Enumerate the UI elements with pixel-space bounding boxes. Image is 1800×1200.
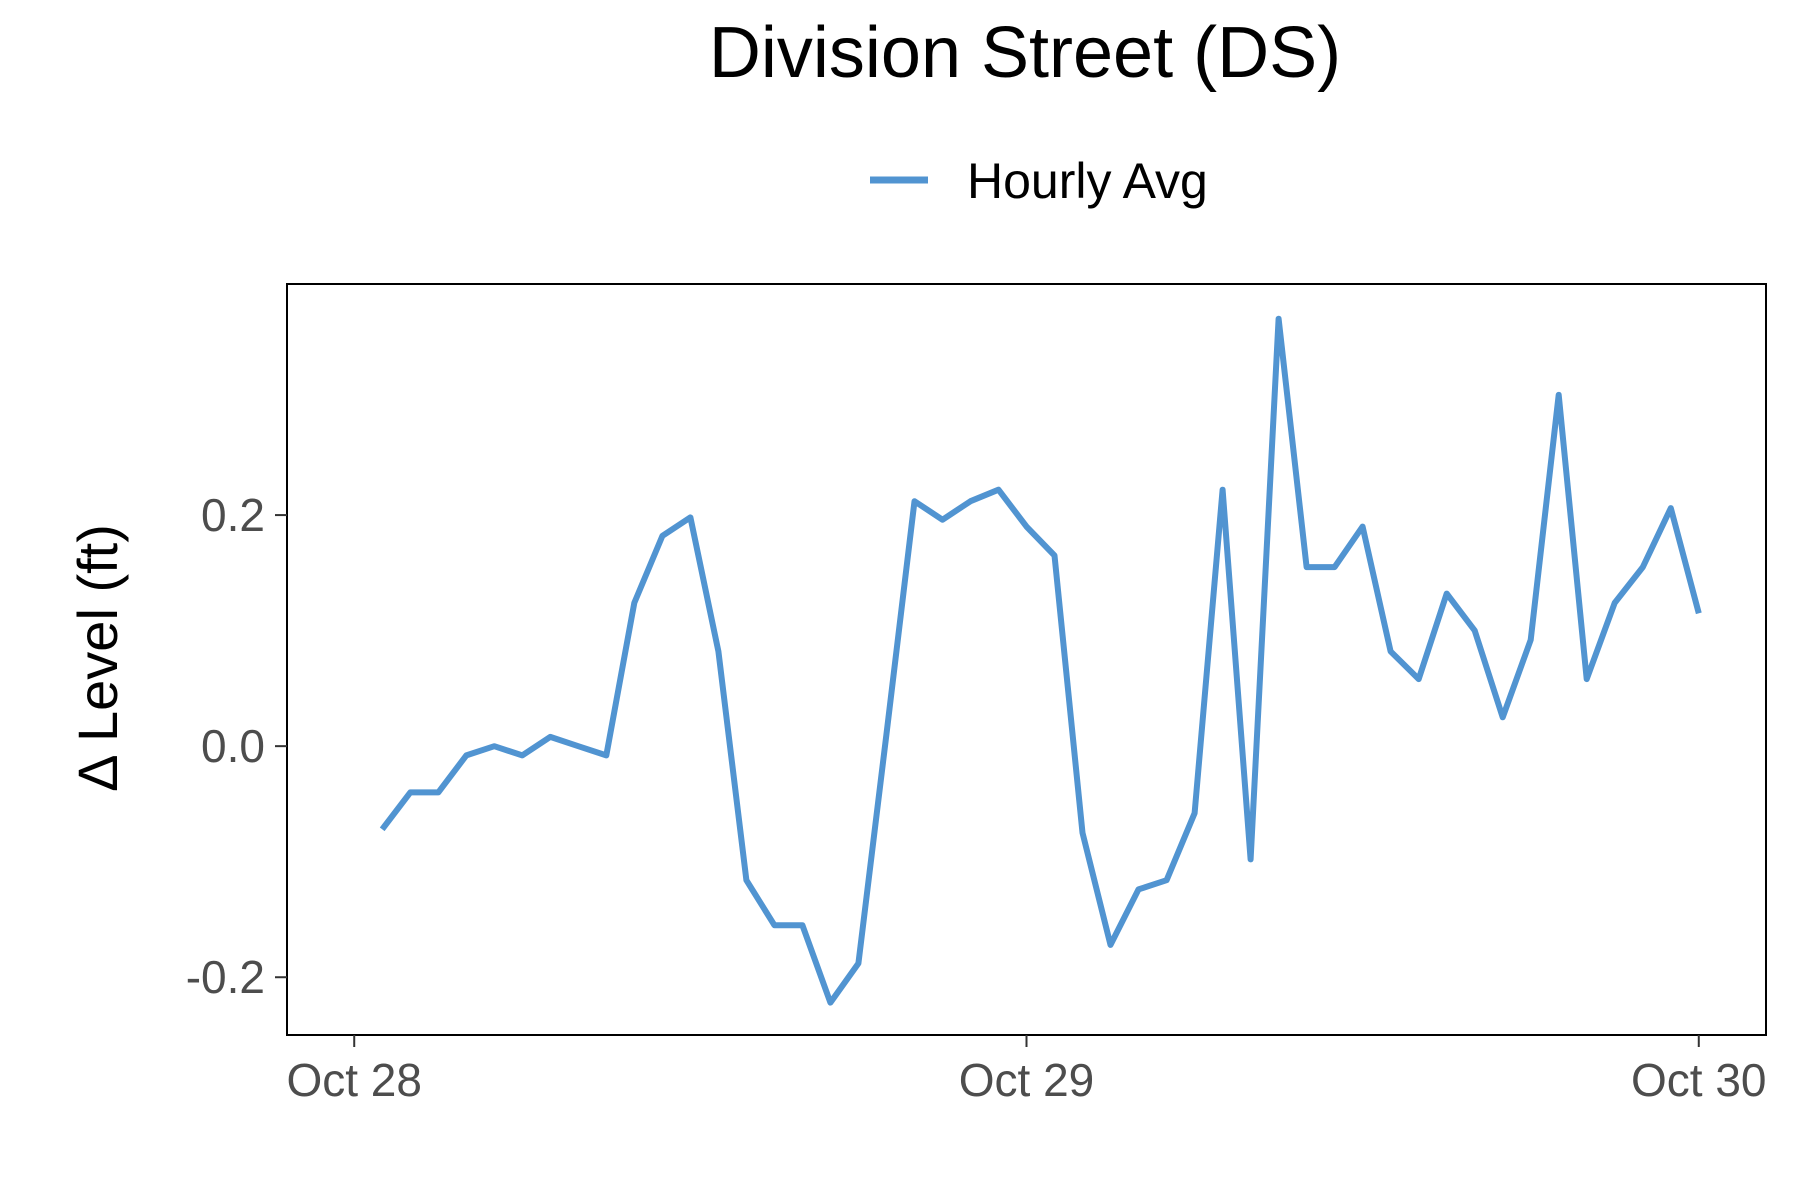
plot-panel bbox=[286, 283, 1767, 1036]
chart-title: Division Street (DS) bbox=[709, 13, 1341, 93]
x-tick-label: Oct 30 bbox=[1631, 1054, 1767, 1106]
y-axis-label: Δ Level (ft) bbox=[66, 524, 129, 792]
x-tick-label: Oct 28 bbox=[286, 1054, 422, 1106]
series-layer bbox=[379, 315, 1702, 1006]
y-tick-label: -0.2 bbox=[186, 951, 265, 1003]
x-tick-label: Oct 29 bbox=[959, 1054, 1095, 1106]
legend: Hourly Avg bbox=[870, 153, 1208, 209]
y-tick-label: 0.0 bbox=[201, 720, 265, 772]
series-line-hourly-avg bbox=[379, 315, 1702, 1006]
x-axis: Oct 28 Oct 29 Oct 30 bbox=[286, 1035, 1767, 1106]
y-axis: -0.2 0.0 0.2 bbox=[186, 489, 287, 1003]
legend-label-hourly-avg: Hourly Avg bbox=[967, 153, 1208, 209]
y-tick-label: 0.2 bbox=[201, 489, 265, 541]
